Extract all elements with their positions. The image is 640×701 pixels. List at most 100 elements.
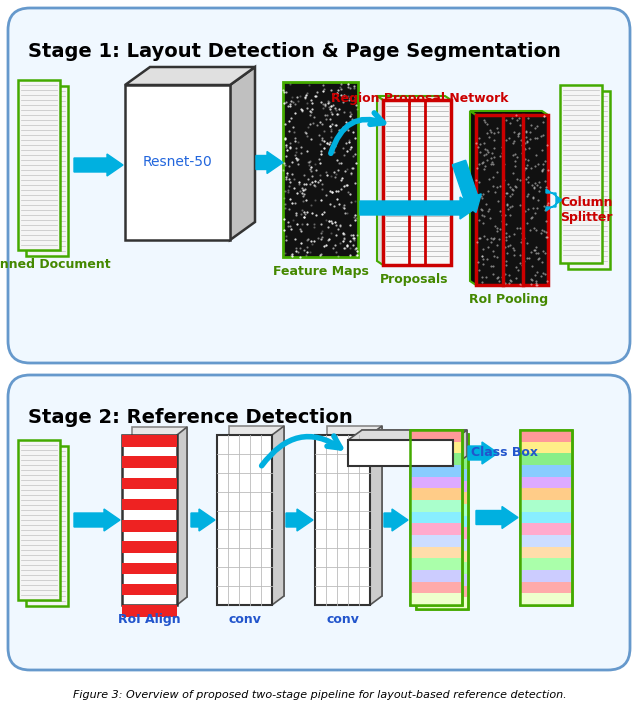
FancyArrow shape <box>546 189 562 211</box>
Bar <box>411 512 461 524</box>
FancyArrow shape <box>360 197 476 219</box>
Bar <box>521 489 571 500</box>
Polygon shape <box>470 111 476 285</box>
Bar <box>229 426 284 596</box>
Bar <box>521 524 571 535</box>
Bar <box>132 427 187 597</box>
Bar <box>411 500 461 512</box>
Bar <box>520 430 572 605</box>
Bar <box>315 435 370 605</box>
Bar <box>416 434 468 609</box>
Text: Figure 3: Overview of proposed two-stage pipeline for layout-based reference det: Figure 3: Overview of proposed two-stage… <box>73 690 567 700</box>
Bar <box>521 454 571 465</box>
Bar <box>417 562 467 574</box>
Bar <box>417 551 467 562</box>
Text: Feature Maps: Feature Maps <box>273 265 369 278</box>
Bar <box>383 100 451 265</box>
Bar <box>560 85 602 263</box>
Bar <box>521 593 571 605</box>
FancyBboxPatch shape <box>8 8 630 363</box>
Bar <box>521 465 571 477</box>
Bar <box>416 434 468 609</box>
Polygon shape <box>453 430 467 466</box>
Polygon shape <box>377 96 451 100</box>
Bar <box>521 535 571 547</box>
Bar <box>410 430 462 605</box>
Bar <box>411 535 461 547</box>
Bar <box>411 558 461 570</box>
Bar <box>417 492 467 504</box>
Bar <box>348 440 453 466</box>
Bar <box>520 430 572 605</box>
Polygon shape <box>122 477 177 489</box>
Bar <box>411 430 461 442</box>
Bar <box>26 446 68 606</box>
Text: Proposals: Proposals <box>380 273 448 286</box>
FancyArrow shape <box>256 151 283 174</box>
Bar <box>417 469 467 481</box>
FancyArrow shape <box>74 509 120 531</box>
Bar <box>411 489 461 500</box>
Text: Class Box: Class Box <box>471 446 538 458</box>
Polygon shape <box>377 96 383 265</box>
Bar <box>26 86 68 256</box>
FancyArrow shape <box>468 442 498 464</box>
Bar <box>521 477 571 489</box>
Polygon shape <box>122 498 177 510</box>
Bar <box>411 524 461 535</box>
Bar <box>410 430 462 605</box>
Bar <box>327 426 382 596</box>
Bar <box>283 82 358 257</box>
Bar <box>417 434 467 446</box>
Bar <box>122 435 177 605</box>
Bar <box>521 570 571 582</box>
Text: conv: conv <box>326 613 359 626</box>
Text: Resnet-50: Resnet-50 <box>143 156 212 170</box>
Bar <box>417 527 467 539</box>
Bar <box>521 547 571 558</box>
Bar <box>411 465 461 477</box>
Bar <box>417 539 467 551</box>
FancyBboxPatch shape <box>8 375 630 670</box>
Bar <box>417 597 467 609</box>
Polygon shape <box>370 426 382 605</box>
Bar <box>521 430 571 442</box>
Text: Column
Splitter: Column Splitter <box>560 196 612 224</box>
Bar <box>125 85 230 240</box>
Text: Stage 1: Layout Detection & Page Segmentation: Stage 1: Layout Detection & Page Segment… <box>28 42 561 61</box>
Bar <box>521 558 571 570</box>
Polygon shape <box>122 456 177 468</box>
Polygon shape <box>230 67 255 240</box>
Bar <box>417 504 467 516</box>
Bar <box>362 430 467 456</box>
FancyArrow shape <box>74 154 123 176</box>
Polygon shape <box>122 562 177 574</box>
Text: RoI Align: RoI Align <box>118 613 181 626</box>
Bar <box>411 582 461 593</box>
Polygon shape <box>125 67 255 85</box>
Polygon shape <box>122 584 177 595</box>
Bar <box>411 477 461 489</box>
Polygon shape <box>122 541 177 553</box>
Text: conv: conv <box>228 613 261 626</box>
Polygon shape <box>122 605 177 617</box>
FancyArrow shape <box>384 509 408 531</box>
Bar <box>417 585 467 597</box>
Bar <box>417 574 467 585</box>
Polygon shape <box>177 427 187 605</box>
FancyArrow shape <box>286 509 313 531</box>
FancyArrow shape <box>452 161 481 212</box>
Bar <box>521 442 571 454</box>
Polygon shape <box>122 520 177 531</box>
Bar <box>411 454 461 465</box>
Text: Scanned Document: Scanned Document <box>0 258 111 271</box>
Text: RoI Pooling: RoI Pooling <box>469 293 548 306</box>
Polygon shape <box>272 426 284 605</box>
FancyArrow shape <box>476 507 518 529</box>
Bar <box>417 446 467 457</box>
Bar <box>217 435 272 605</box>
Bar <box>417 516 467 527</box>
Bar <box>521 512 571 524</box>
FancyArrow shape <box>191 509 215 531</box>
Text: Region Proposal Network: Region Proposal Network <box>332 92 509 105</box>
